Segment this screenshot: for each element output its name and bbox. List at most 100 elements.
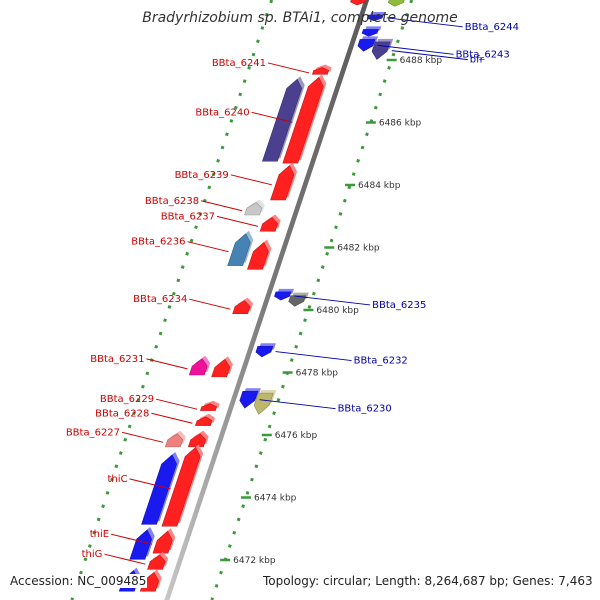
gene-body bbox=[366, 14, 384, 21]
ruler: 6488 kbp 6486 kbp 6484 kbp 6482 kbp 6480 kbp… bbox=[70, 0, 442, 600]
gene-body bbox=[227, 233, 251, 266]
gene-glyph bbox=[211, 356, 233, 378]
gene-label-thie[interactable]: thiE bbox=[90, 529, 109, 540]
gene-glyph bbox=[147, 552, 169, 570]
gene-body bbox=[200, 403, 218, 411]
leader-line bbox=[386, 17, 463, 28]
leader-line bbox=[230, 174, 272, 186]
gene-body bbox=[288, 295, 307, 307]
ruler-tick-label: 6484 kbp bbox=[358, 181, 401, 191]
gene-label-thig[interactable]: thiG bbox=[82, 549, 103, 560]
gene-body bbox=[232, 300, 251, 315]
gene-label-bbta-6236[interactable]: BBta_6236 bbox=[131, 237, 185, 248]
leader-line bbox=[110, 533, 153, 545]
gene-label-bbta-6235[interactable]: BBta_6235 bbox=[372, 300, 426, 311]
gene-label-bfr[interactable]: bfr bbox=[470, 55, 485, 66]
gene-label-bbta-6230[interactable]: BBta_6230 bbox=[338, 404, 392, 415]
leader-line bbox=[146, 358, 188, 370]
gene-label-bbta-6241[interactable]: BBta_6241 bbox=[212, 58, 266, 69]
gene-glyph bbox=[200, 400, 220, 411]
gene-label-bbta-6237[interactable]: BBta_6237 bbox=[161, 211, 215, 222]
gene-body bbox=[161, 447, 201, 527]
gene-body bbox=[282, 77, 324, 164]
gene-body bbox=[350, 0, 367, 6]
gene-glyph bbox=[366, 12, 387, 21]
gene-body bbox=[259, 217, 279, 232]
gene-glyph bbox=[232, 297, 254, 315]
gene-body bbox=[239, 390, 259, 409]
gene-label-bbta-6228[interactable]: BBta_6228 bbox=[95, 408, 149, 419]
gene-label-bbta-6227[interactable]: BBta_6227 bbox=[66, 427, 120, 438]
ruler-tick-label: 6472 kbp bbox=[233, 556, 276, 566]
gene-glyph bbox=[259, 214, 281, 232]
gene-body bbox=[129, 529, 152, 560]
ruler-tick-label: 6474 kbp bbox=[254, 494, 297, 504]
leader-line bbox=[216, 215, 259, 227]
leader-line bbox=[189, 298, 231, 310]
gene-glyph bbox=[164, 430, 186, 448]
gene-body bbox=[164, 433, 184, 448]
leader-line bbox=[201, 200, 243, 212]
gene-glyph bbox=[371, 38, 394, 60]
gene-glyph bbox=[152, 528, 176, 554]
gene-glyph bbox=[227, 230, 254, 266]
gene-body bbox=[357, 39, 376, 52]
gene-body bbox=[195, 416, 213, 426]
gene-glyph bbox=[282, 74, 327, 164]
gene-label-bbta-6238[interactable]: BBta_6238 bbox=[145, 196, 199, 207]
backbone bbox=[164, 0, 370, 600]
gene-body bbox=[247, 242, 269, 270]
leader-line bbox=[104, 553, 146, 565]
gene-body bbox=[371, 41, 391, 60]
gene-label-bbta-6231[interactable]: BBta_6231 bbox=[90, 354, 144, 365]
leader-line bbox=[294, 295, 371, 306]
ruler-tick-label: 6486 kbp bbox=[379, 119, 422, 129]
gene-body bbox=[147, 554, 166, 570]
topology-text: Topology: circular; Length: 8,264,687 bp… bbox=[262, 574, 594, 588]
accession-text: Accession: NC_009485 bbox=[9, 574, 148, 588]
gene-glyph bbox=[311, 64, 332, 75]
leader-line bbox=[259, 399, 336, 410]
gene-label-bbta-6229[interactable]: BBta_6229 bbox=[100, 394, 154, 405]
gene-body bbox=[387, 0, 405, 7]
gene-glyph bbox=[288, 292, 309, 307]
gene-label-bbta-6239[interactable]: BBta_6239 bbox=[175, 170, 229, 181]
gene-glyph bbox=[188, 355, 211, 376]
gene-track bbox=[118, 0, 406, 592]
gene-label-bbta-6243[interactable]: BBta_6243 bbox=[456, 49, 510, 60]
gene-glyph bbox=[262, 76, 305, 162]
gene-label-bbta-6240[interactable]: BBta_6240 bbox=[195, 107, 249, 118]
gene-glyph bbox=[361, 26, 382, 37]
gene-body bbox=[255, 345, 274, 358]
gene-label-bbta-6232[interactable]: BBta_6232 bbox=[354, 356, 408, 367]
ruler-tick-label: 6480 kbp bbox=[316, 306, 359, 316]
gene-body bbox=[274, 291, 292, 301]
leader-line bbox=[121, 431, 164, 443]
gene-body bbox=[311, 67, 330, 75]
ruler-tick-label: 6478 kbp bbox=[296, 369, 339, 379]
gene-glyph bbox=[270, 162, 298, 201]
gene-glyph bbox=[274, 288, 294, 301]
gene-glyph bbox=[244, 199, 265, 216]
leader-line bbox=[267, 62, 310, 74]
leader-line bbox=[377, 44, 454, 55]
gene-label-bbta-6234[interactable]: BBta_6234 bbox=[133, 294, 187, 305]
gene-glyph bbox=[239, 388, 261, 409]
gene-glyph bbox=[350, 0, 367, 6]
gene-label-thic[interactable]: thiC bbox=[107, 474, 127, 485]
leader-line bbox=[129, 478, 171, 490]
gene-glyph bbox=[357, 36, 379, 52]
leader-line bbox=[251, 111, 293, 123]
gene-label-bbta-6244[interactable]: BBta_6244 bbox=[465, 22, 519, 33]
leader-line bbox=[275, 351, 352, 362]
gene-body bbox=[253, 392, 274, 415]
gene-body bbox=[187, 433, 207, 448]
gene-body bbox=[188, 358, 208, 376]
gene-glyph bbox=[187, 430, 209, 448]
leader-line bbox=[155, 398, 198, 410]
gene-glyph bbox=[387, 0, 406, 7]
ruler-tick-label: 6482 kbp bbox=[337, 244, 380, 254]
leader-line bbox=[391, 50, 468, 61]
label-leaders bbox=[104, 17, 468, 565]
